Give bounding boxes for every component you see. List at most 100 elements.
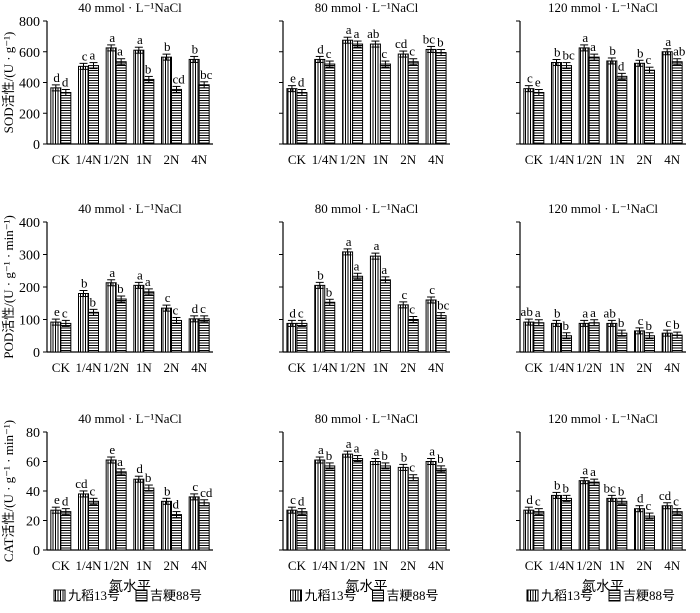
x-tick-label: CK xyxy=(52,558,71,573)
bar-jiudao13 xyxy=(105,459,117,551)
significance-letter: a xyxy=(590,464,596,479)
chart-title: 40 mmol · L⁻¹NaCl xyxy=(78,411,182,426)
bar-jigeng88 xyxy=(435,52,447,145)
significance-letter: a xyxy=(590,39,596,54)
bar-jiudao13 xyxy=(286,509,298,551)
significance-letter: a xyxy=(354,26,360,41)
significance-letter: a xyxy=(582,463,588,478)
legend-label: 吉粳88号 xyxy=(623,588,675,603)
significance-letter: b xyxy=(164,483,171,498)
bar-jiudao13 xyxy=(342,251,354,353)
significance-letter: b xyxy=(117,281,124,296)
x-tick-label: CK xyxy=(525,558,544,573)
bar-jiudao13 xyxy=(606,322,618,353)
bar-jiudao13 xyxy=(161,307,172,353)
x-tick-label: 1/2N xyxy=(103,360,130,375)
bar-jigeng88 xyxy=(324,63,336,145)
bar-jigeng88 xyxy=(60,91,72,145)
x-tick-label: 1/2N xyxy=(340,360,367,375)
significance-letter: c xyxy=(646,52,652,67)
significance-letter: a xyxy=(582,30,588,45)
x-tick-label: 1/4N xyxy=(312,360,339,375)
bar-jigeng88 xyxy=(352,43,364,145)
x-tick-label: 1N xyxy=(372,152,389,167)
significance-letter: a xyxy=(90,48,96,63)
bar-jiudao13 xyxy=(606,60,618,145)
significance-letter: a xyxy=(117,44,123,59)
significance-letter: c xyxy=(527,71,533,86)
bar-jiudao13 xyxy=(342,453,354,551)
bar-jiudao13 xyxy=(286,88,298,145)
legend: 九稻13号 吉粳88号 xyxy=(290,588,439,603)
x-tick-label: 2N xyxy=(400,152,417,167)
significance-letter: cd xyxy=(200,485,213,500)
bar-jigeng88 xyxy=(60,511,72,551)
bar-jiudao13 xyxy=(161,56,172,145)
significance-letter: d xyxy=(317,41,324,56)
x-tick-label: 4N xyxy=(664,152,681,167)
y-tick-label: 400 xyxy=(19,216,40,231)
bar-jigeng88 xyxy=(171,514,182,551)
x-tick-label: 1/4N xyxy=(76,152,103,167)
legend-swatch-vertical-stripes xyxy=(53,589,66,602)
bar-jigeng88 xyxy=(407,61,419,145)
bar-jigeng88 xyxy=(533,322,545,353)
bar-jigeng88 xyxy=(198,318,210,353)
bar-jiudao13 xyxy=(578,47,590,145)
significance-letter: a xyxy=(117,454,123,469)
bar-jiudao13 xyxy=(314,284,326,353)
significance-letter: b xyxy=(145,61,152,76)
significance-letter: ab xyxy=(604,305,616,320)
significance-letter: d xyxy=(298,74,305,89)
significance-letter: a xyxy=(381,262,387,277)
y-tick-label: 80 xyxy=(26,426,40,441)
bar-jiudao13 xyxy=(314,459,326,551)
significance-letter: c xyxy=(665,315,671,330)
significance-letter: b xyxy=(317,267,324,282)
x-tick-label: 4N xyxy=(428,152,445,167)
x-tick-label: 2N xyxy=(164,360,181,375)
bar-jiudao13 xyxy=(133,284,145,353)
x-tick-label: 1/4N xyxy=(76,558,103,573)
significance-letter: a xyxy=(590,305,596,320)
significance-letter: d xyxy=(289,305,296,320)
x-tick-label: 1N xyxy=(372,360,389,375)
significance-letter: c xyxy=(646,498,652,513)
x-tick-label: 1/2N xyxy=(103,152,130,167)
y-tick-label: 0 xyxy=(33,346,40,361)
significance-letter: bc xyxy=(437,298,450,313)
bar-jigeng88 xyxy=(588,481,600,551)
significance-letter: b xyxy=(554,477,561,492)
significance-letter: c xyxy=(409,44,415,59)
significance-letter: a xyxy=(374,238,380,253)
bar-jigeng88 xyxy=(352,458,364,551)
bar-jiudao13 xyxy=(551,494,562,551)
significance-letter: c xyxy=(673,494,679,509)
significance-letter: bc xyxy=(200,67,213,82)
bar-jigeng88 xyxy=(198,84,210,145)
significance-letter: e xyxy=(290,71,296,86)
significance-letter: b xyxy=(381,448,388,463)
x-tick-label: 1N xyxy=(136,558,153,573)
x-tick-label: 1N xyxy=(609,360,626,375)
significance-letter: c xyxy=(290,492,296,507)
bar-jiudao13 xyxy=(50,321,62,353)
significance-letter: c xyxy=(638,313,644,328)
significance-letter: b xyxy=(437,451,444,466)
significance-letter: b xyxy=(554,45,561,60)
significance-letter: a xyxy=(354,258,360,273)
significance-letter: e xyxy=(109,442,115,457)
bar-jiudao13 xyxy=(78,493,89,551)
x-tick-label: 1/2N xyxy=(576,558,603,573)
significance-letter: a xyxy=(346,234,352,249)
significance-letter: d xyxy=(618,58,625,73)
bar-jiudao13 xyxy=(551,62,562,145)
x-tick-label: 2N xyxy=(400,360,417,375)
bar-jigeng88 xyxy=(379,279,391,353)
legend-swatch-vertical-stripes xyxy=(290,589,302,602)
legend: 九稻13号 吉粳88号 xyxy=(53,588,202,603)
